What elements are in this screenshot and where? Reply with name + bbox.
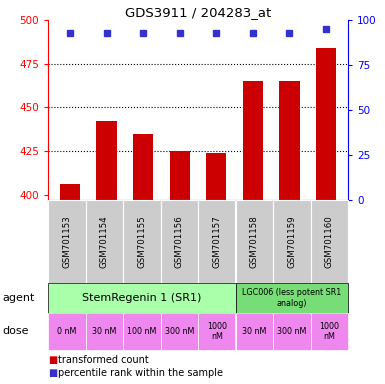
Bar <box>60 184 80 200</box>
Text: percentile rank within the sample: percentile rank within the sample <box>58 368 223 378</box>
Text: GSM701159: GSM701159 <box>287 215 296 268</box>
Text: 1000
nM: 1000 nM <box>319 322 339 341</box>
Title: GDS3911 / 204283_at: GDS3911 / 204283_at <box>125 6 271 19</box>
Text: transformed count: transformed count <box>58 355 149 365</box>
Text: GSM701158: GSM701158 <box>250 215 259 268</box>
Bar <box>97 121 117 200</box>
Text: GSM701157: GSM701157 <box>212 215 221 268</box>
Text: 300 nM: 300 nM <box>277 327 306 336</box>
Text: GSM701160: GSM701160 <box>325 215 334 268</box>
Bar <box>133 134 153 200</box>
Text: 300 nM: 300 nM <box>164 327 194 336</box>
Text: LGC006 (less potent SR1
analog): LGC006 (less potent SR1 analog) <box>242 288 341 308</box>
Text: GSM701154: GSM701154 <box>100 215 109 268</box>
Text: GSM701155: GSM701155 <box>137 215 146 268</box>
Text: 30 nM: 30 nM <box>92 327 116 336</box>
Bar <box>243 81 263 200</box>
Bar <box>206 153 226 200</box>
Bar <box>280 81 300 200</box>
Text: agent: agent <box>2 293 34 303</box>
Text: ■: ■ <box>48 355 57 365</box>
Text: 100 nM: 100 nM <box>127 327 156 336</box>
Text: ■: ■ <box>48 368 57 378</box>
Text: 1000
nM: 1000 nM <box>207 322 227 341</box>
Text: StemRegenin 1 (SR1): StemRegenin 1 (SR1) <box>82 293 201 303</box>
Bar <box>170 151 190 200</box>
Text: dose: dose <box>2 326 28 336</box>
Text: GSM701153: GSM701153 <box>62 215 71 268</box>
Text: 30 nM: 30 nM <box>242 327 266 336</box>
Text: 0 nM: 0 nM <box>57 327 77 336</box>
Bar <box>316 48 336 200</box>
Text: GSM701156: GSM701156 <box>175 215 184 268</box>
